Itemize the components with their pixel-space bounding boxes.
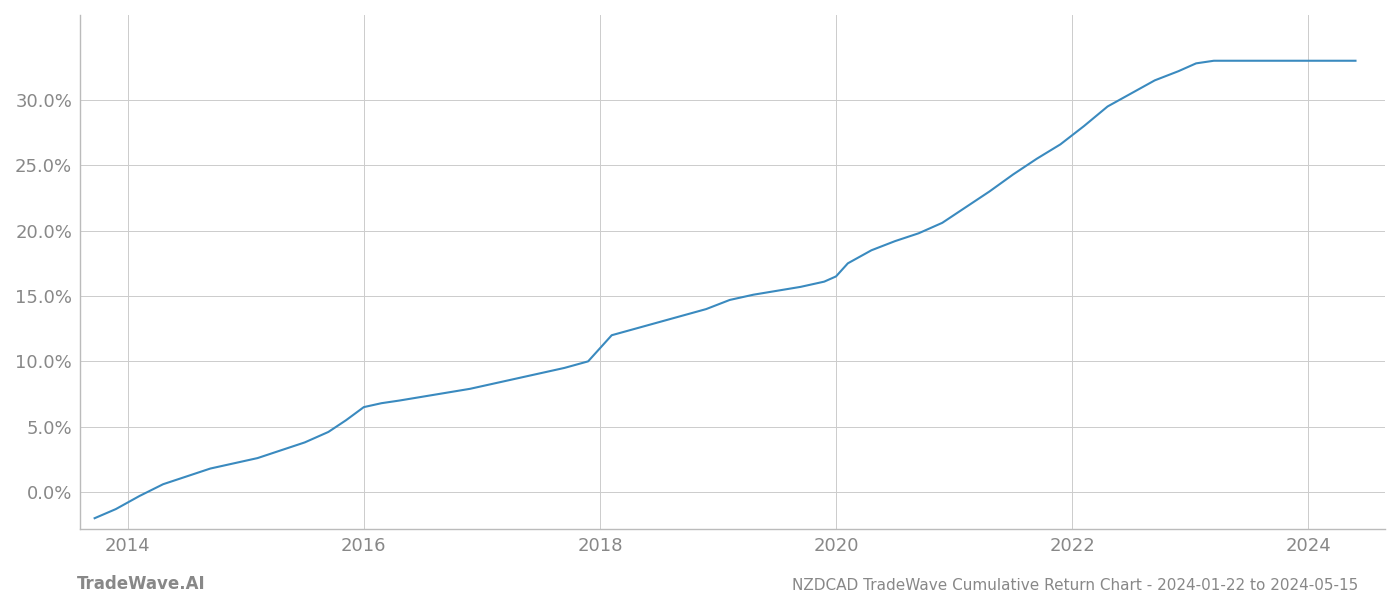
Text: NZDCAD TradeWave Cumulative Return Chart - 2024-01-22 to 2024-05-15: NZDCAD TradeWave Cumulative Return Chart… <box>792 578 1358 593</box>
Text: TradeWave.AI: TradeWave.AI <box>77 575 206 593</box>
